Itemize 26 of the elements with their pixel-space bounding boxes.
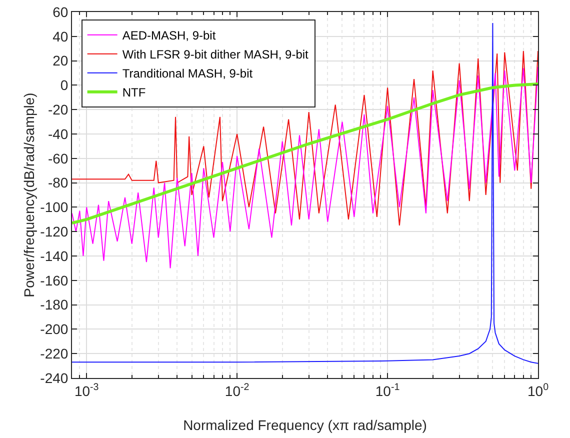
y-tick-label: 60 [52,4,68,20]
y-tick-label: -60 [48,150,68,166]
y-tick-label: -240 [40,370,68,386]
y-tick-label: -80 [48,174,68,191]
y-tick-label: -100 [40,199,68,216]
x-tick-label: 10$^{-2}$ [224,382,250,399]
y-tick-label: -140 [40,248,68,264]
y-tick-label: -220 [40,346,68,362]
y-tick-label: -20 [48,102,68,118]
y-tick-label: -120 [40,224,68,240]
x-axis-title: Normalized Frequency (xπ rad/sample) [183,417,427,433]
y-axis-title: Power/frequency(dB/rad/sample) [21,92,37,298]
y-tick-label: -180 [40,296,68,313]
y-tick-label: -160 [40,272,68,288]
legend-label: With LFSR 9-bit dither MASH, 9-bit [122,48,310,62]
x-tick-label: 10$^{-3}$ [74,382,100,399]
y-tick-label: 0 [60,77,68,94]
x-tick-label: 10$^{-1}$ [375,382,400,399]
y-tick-label: -40 [48,126,68,142]
legend-label: NTF [122,86,146,100]
y-tick-label: 20 [52,52,68,69]
y-tick-label: -200 [40,321,68,338]
y-tick-label: 40 [52,28,68,44]
legend-label: AED-MASH, 9-bit [122,28,216,42]
legend-label: Tranditional MASH, 9-bit [122,66,254,80]
x-tick-label: 10$^{0}$ [527,382,550,399]
